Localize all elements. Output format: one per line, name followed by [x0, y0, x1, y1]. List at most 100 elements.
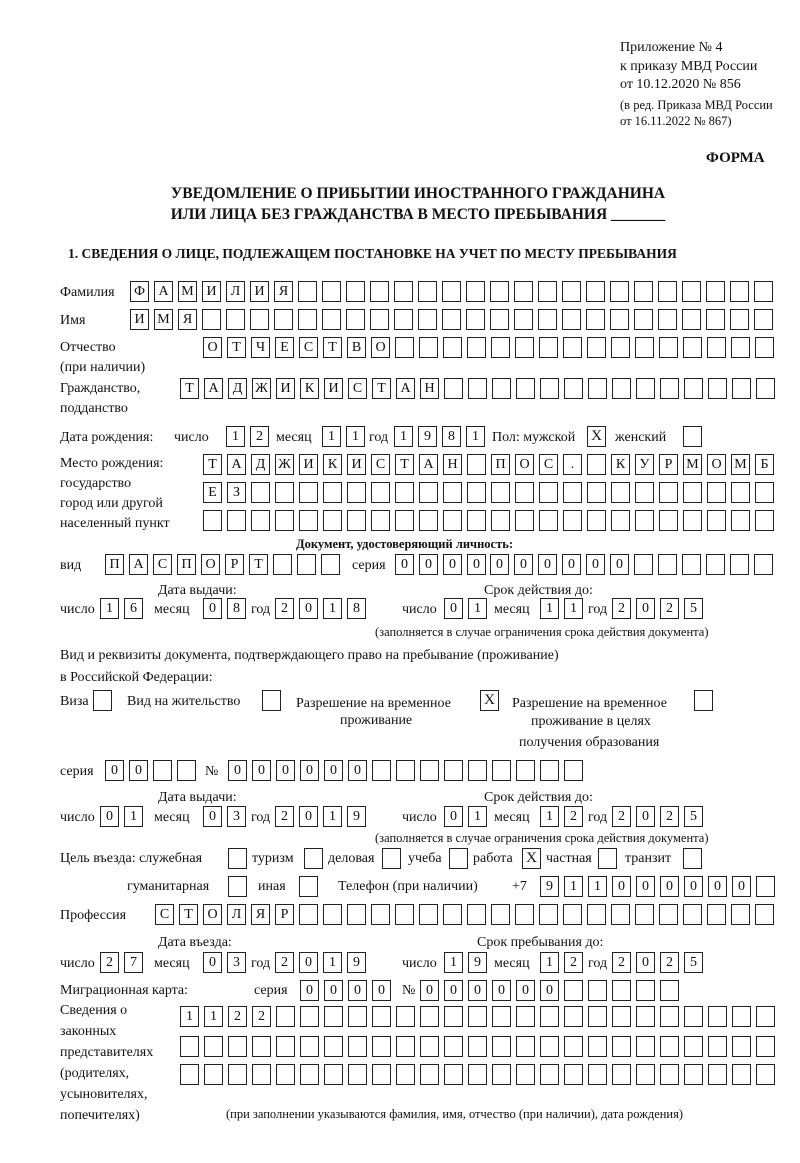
cell-birth-place-1[interactable]: И	[299, 454, 318, 475]
cell-id-number[interactable]: 0	[610, 554, 629, 575]
cell-reps-1[interactable]	[612, 1006, 631, 1027]
cell-reps-1[interactable]	[372, 1006, 391, 1027]
cell-reps-2[interactable]	[300, 1036, 319, 1057]
cell-reps-2[interactable]	[492, 1036, 511, 1057]
cell-citizenship[interactable]	[756, 378, 775, 399]
cell-birth-place-1[interactable]: М	[731, 454, 750, 475]
checkbox-residence-permit[interactable]	[262, 690, 281, 711]
cell-citizenship[interactable]: Н	[420, 378, 439, 399]
cell-birth-place-2[interactable]	[443, 482, 462, 503]
cell-reps-3[interactable]	[396, 1064, 415, 1085]
cell-id-number[interactable]	[658, 554, 677, 575]
cell-profession[interactable]	[683, 904, 702, 925]
cell-res-number[interactable]: 0	[252, 760, 271, 781]
cell-patronymic[interactable]: Т	[323, 337, 342, 358]
cell-reps-3[interactable]	[228, 1064, 247, 1085]
cell-patronymic[interactable]	[515, 337, 534, 358]
cell-surname[interactable]	[346, 281, 365, 302]
cell-profession[interactable]: Р	[275, 904, 294, 925]
cell-reps-1[interactable]	[468, 1006, 487, 1027]
cell-phone[interactable]: 0	[660, 876, 679, 897]
cell-profession[interactable]	[323, 904, 342, 925]
cell-name[interactable]	[634, 309, 653, 330]
cell-reps-1[interactable]: 2	[228, 1006, 247, 1027]
cell-reps-1[interactable]	[324, 1006, 343, 1027]
cell-patronymic[interactable]: Ч	[251, 337, 270, 358]
cell-res-number[interactable]: 0	[228, 760, 247, 781]
cell-birth-day[interactable]: 2	[250, 426, 269, 447]
cell-profession[interactable]	[635, 904, 654, 925]
cell-surname[interactable]	[370, 281, 389, 302]
cell-surname[interactable]	[562, 281, 581, 302]
cell-reps-1[interactable]	[732, 1006, 751, 1027]
cell-birth-place-1[interactable]: К	[611, 454, 630, 475]
cell-res-number[interactable]: 0	[276, 760, 295, 781]
cell-patronymic[interactable]: С	[299, 337, 318, 358]
cell-surname[interactable]	[394, 281, 413, 302]
cell-birth-place-1[interactable]: С	[371, 454, 390, 475]
cell-patronymic[interactable]	[755, 337, 774, 358]
cell-surname[interactable]	[610, 281, 629, 302]
cell-profession[interactable]	[395, 904, 414, 925]
cell-id-issue-year[interactable]: 2	[275, 598, 294, 619]
cell-id-number[interactable]	[730, 554, 749, 575]
cell-stay-year[interactable]: 0	[636, 952, 655, 973]
checkbox-purpose-private[interactable]	[598, 848, 617, 869]
cell-citizenship[interactable]: И	[324, 378, 343, 399]
cell-res-number[interactable]: 0	[348, 760, 367, 781]
cell-patronymic[interactable]	[683, 337, 702, 358]
cell-reps-1[interactable]: 1	[180, 1006, 199, 1027]
cell-citizenship[interactable]	[612, 378, 631, 399]
cell-birth-place-3[interactable]	[203, 510, 222, 531]
cell-reps-2[interactable]	[396, 1036, 415, 1057]
cell-reps-2[interactable]	[372, 1036, 391, 1057]
cell-patronymic[interactable]	[395, 337, 414, 358]
cell-citizenship[interactable]: С	[348, 378, 367, 399]
cell-surname[interactable]: А	[154, 281, 173, 302]
cell-reps-3[interactable]	[204, 1064, 223, 1085]
cell-birth-day[interactable]: 1	[226, 426, 245, 447]
cell-name[interactable]	[466, 309, 485, 330]
cell-reps-1[interactable]	[756, 1006, 775, 1027]
cell-res-issue-year[interactable]: 2	[275, 806, 294, 827]
cell-surname[interactable]: Я	[274, 281, 293, 302]
cell-name[interactable]	[514, 309, 533, 330]
cell-birth-place-3[interactable]	[731, 510, 750, 531]
cell-birth-place-1[interactable]: А	[227, 454, 246, 475]
cell-mig-number[interactable]	[564, 980, 583, 1001]
cell-id-issue-month[interactable]: 8	[227, 598, 246, 619]
cell-mig-series[interactable]: 0	[324, 980, 343, 1001]
cell-id-valid-day[interactable]: 1	[468, 598, 487, 619]
cell-birth-place-3[interactable]	[635, 510, 654, 531]
cell-reps-2[interactable]	[732, 1036, 751, 1057]
cell-reps-3[interactable]	[636, 1064, 655, 1085]
cell-birth-place-2[interactable]: З	[227, 482, 246, 503]
cell-birth-place-3[interactable]	[587, 510, 606, 531]
cell-birth-place-2[interactable]	[323, 482, 342, 503]
cell-reps-2[interactable]	[180, 1036, 199, 1057]
cell-patronymic[interactable]	[611, 337, 630, 358]
cell-birth-place-1[interactable]: Ж	[275, 454, 294, 475]
cell-birth-place-1[interactable]: С	[539, 454, 558, 475]
cell-birth-place-3[interactable]	[659, 510, 678, 531]
cell-reps-3[interactable]	[732, 1064, 751, 1085]
cell-patronymic[interactable]	[467, 337, 486, 358]
cell-mig-number[interactable]: 0	[540, 980, 559, 1001]
cell-patronymic[interactable]: В	[347, 337, 366, 358]
cell-birth-place-3[interactable]	[299, 510, 318, 531]
cell-res-number[interactable]: 0	[300, 760, 319, 781]
cell-reps-3[interactable]	[300, 1064, 319, 1085]
cell-mig-series[interactable]: 0	[348, 980, 367, 1001]
cell-reps-2[interactable]	[276, 1036, 295, 1057]
cell-reps-1[interactable]	[684, 1006, 703, 1027]
cell-reps-2[interactable]	[540, 1036, 559, 1057]
checkbox-sex-female[interactable]	[683, 426, 702, 447]
cell-profession[interactable]	[731, 904, 750, 925]
cell-profession[interactable]	[611, 904, 630, 925]
cell-birth-place-3[interactable]	[251, 510, 270, 531]
cell-surname[interactable]	[754, 281, 773, 302]
cell-birth-place-1[interactable]: О	[707, 454, 726, 475]
cell-res-valid-year[interactable]: 0	[636, 806, 655, 827]
cell-birth-place-2[interactable]	[539, 482, 558, 503]
cell-id-kind[interactable]: О	[201, 554, 220, 575]
